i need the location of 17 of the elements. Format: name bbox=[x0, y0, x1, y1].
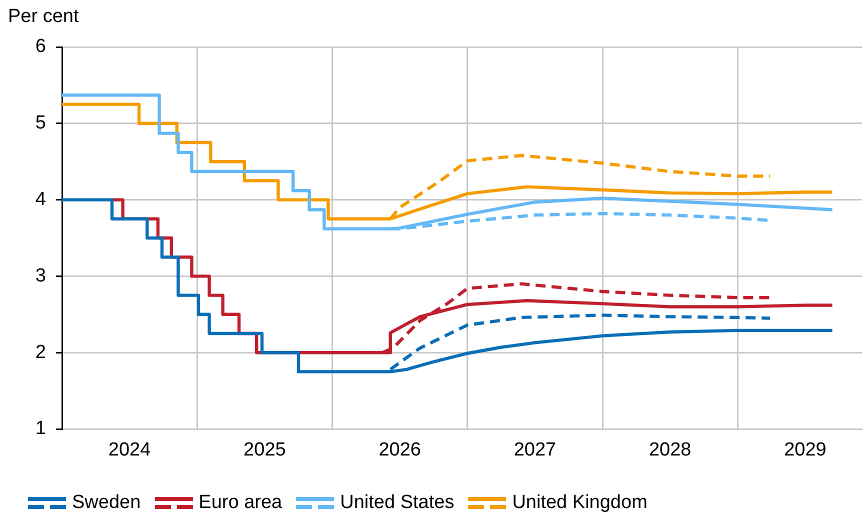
x-tick-label: 2027 bbox=[514, 440, 556, 461]
x-tick-label: 2029 bbox=[784, 440, 826, 461]
y-tick-label: 1 bbox=[35, 418, 46, 440]
legend-label: United States bbox=[340, 492, 454, 514]
y-tick-label: 5 bbox=[35, 112, 46, 134]
legend-label: Sweden bbox=[72, 492, 141, 514]
x-tick-label: 2026 bbox=[378, 440, 421, 461]
x-tick-label: 2028 bbox=[648, 440, 692, 461]
y-tick-label: 4 bbox=[35, 189, 46, 210]
x-tick-label: 2025 bbox=[244, 440, 286, 461]
legend-label: Euro area bbox=[198, 492, 282, 514]
y-tick-label: 3 bbox=[35, 265, 46, 286]
legend-label: United Kingdom bbox=[512, 492, 648, 514]
y-tick-label: 2 bbox=[35, 342, 46, 363]
y-axis-title: Per cent bbox=[8, 6, 79, 28]
y-tick-label: 6 bbox=[35, 36, 46, 58]
x-tick-label: 2024 bbox=[108, 440, 152, 461]
